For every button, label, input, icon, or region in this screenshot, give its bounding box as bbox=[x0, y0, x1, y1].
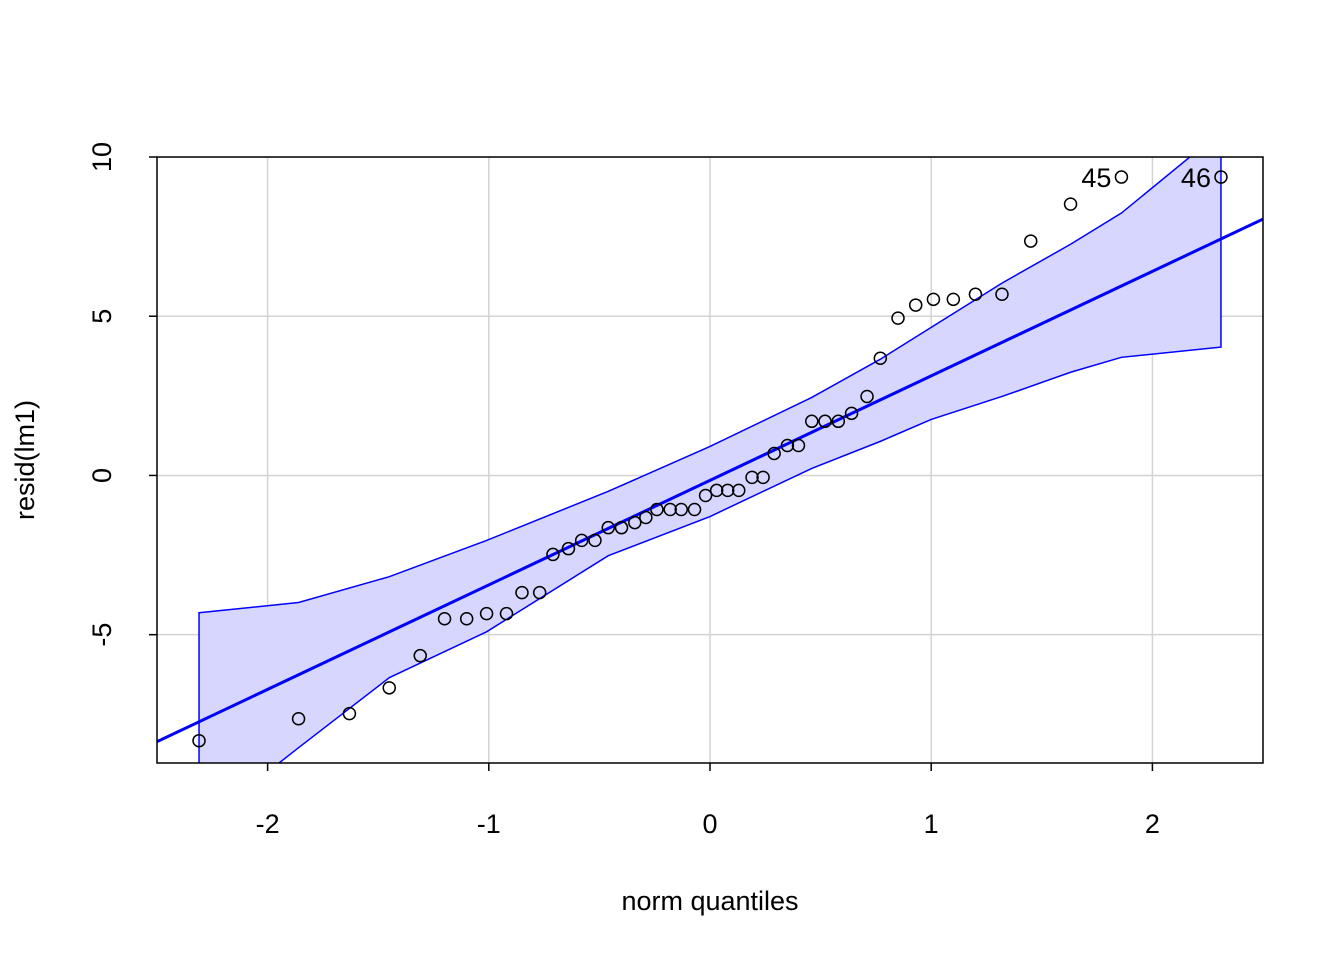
y-tick-label: 0 bbox=[87, 468, 117, 483]
data-point bbox=[873, 351, 888, 366]
data-point bbox=[561, 541, 576, 556]
data-point bbox=[192, 733, 206, 748]
data-point bbox=[479, 606, 494, 621]
data-point bbox=[663, 502, 677, 517]
y-tick-label: 10 bbox=[87, 142, 117, 172]
data-point bbox=[459, 611, 474, 626]
data-point bbox=[805, 414, 819, 429]
data-point bbox=[860, 389, 874, 404]
data-point bbox=[1114, 170, 1129, 184]
data-point bbox=[1023, 234, 1038, 248]
x-tick-label: 1 bbox=[924, 809, 939, 839]
data-point bbox=[1063, 197, 1078, 211]
data-point bbox=[650, 502, 664, 517]
data-point bbox=[844, 406, 859, 421]
x-tick-label: 2 bbox=[1145, 809, 1160, 839]
x-tick-label: -1 bbox=[477, 809, 501, 839]
data-point bbox=[614, 520, 629, 535]
data-point bbox=[995, 287, 1009, 301]
x-tick-label: 0 bbox=[702, 809, 717, 839]
plot-area bbox=[157, 157, 1263, 763]
data-point bbox=[601, 520, 615, 535]
reference-line bbox=[157, 217, 1263, 744]
data-point bbox=[818, 414, 832, 429]
data-point bbox=[639, 510, 653, 525]
data-point bbox=[791, 438, 806, 453]
data-point bbox=[382, 681, 397, 695]
data-point bbox=[499, 606, 514, 621]
data-point bbox=[342, 706, 357, 721]
data-point bbox=[891, 311, 905, 325]
data-point bbox=[628, 515, 642, 530]
y-axis-label: resid(lm1) bbox=[10, 400, 40, 520]
data-point bbox=[687, 502, 702, 517]
data-point bbox=[437, 611, 452, 626]
data-point bbox=[946, 292, 961, 307]
data-point bbox=[532, 585, 547, 600]
data-point bbox=[515, 585, 529, 600]
data-point bbox=[831, 414, 846, 429]
data-point bbox=[968, 287, 983, 301]
point-label: 45 bbox=[1081, 163, 1111, 193]
data-point bbox=[546, 547, 560, 562]
data-point bbox=[780, 438, 795, 453]
data-point bbox=[698, 488, 713, 503]
data-point bbox=[767, 446, 781, 461]
data-point bbox=[732, 483, 746, 498]
x-axis-label: norm quantiles bbox=[621, 886, 798, 916]
data-point bbox=[574, 533, 589, 548]
data-point bbox=[908, 298, 923, 312]
data-point bbox=[588, 533, 602, 548]
data-point bbox=[745, 470, 759, 485]
data-point bbox=[291, 711, 306, 726]
data-point bbox=[709, 483, 724, 498]
data-point bbox=[413, 648, 427, 663]
data-point bbox=[674, 502, 688, 517]
data-point bbox=[1214, 170, 1228, 184]
data-point bbox=[926, 292, 941, 307]
y-tick-label: -5 bbox=[87, 623, 117, 647]
data-point bbox=[756, 470, 770, 485]
x-tick-label: -2 bbox=[256, 809, 280, 839]
y-tick-label: 5 bbox=[87, 309, 117, 324]
confidence-envelope bbox=[198, 157, 1222, 763]
point-label: 46 bbox=[1181, 163, 1211, 193]
data-point bbox=[720, 483, 735, 498]
